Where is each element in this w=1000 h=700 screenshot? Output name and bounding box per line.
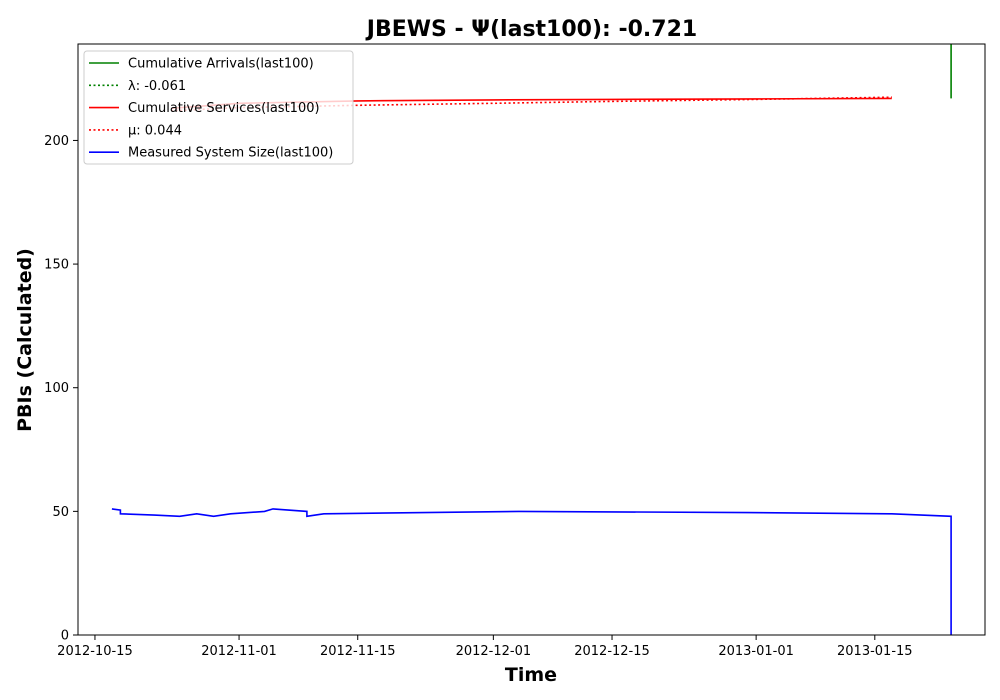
- y-tick-label: 50: [52, 505, 69, 520]
- y-tick-label: 200: [44, 134, 69, 149]
- legend-label-4: μ: 0.044: [128, 123, 182, 138]
- y-tick-label: 150: [44, 258, 69, 273]
- y-tick-label: 0: [61, 629, 69, 644]
- legend-label-2: λ: -0.061: [128, 79, 186, 94]
- legend-box: [83, 50, 354, 165]
- legend-label-3: Cumulative Services(last100): [128, 101, 320, 116]
- y-axis-label: PBIs (Calculated): [14, 248, 36, 432]
- x-axis-label: Time: [505, 664, 557, 686]
- x-tick-label: 2012-10-15: [57, 644, 133, 659]
- chart-title: JBEWS - Ψ(last100): -0.721: [365, 17, 697, 42]
- x-tick-label: 2012-12-01: [456, 644, 532, 659]
- x-tick-label: 2012-11-01: [201, 644, 277, 659]
- y-axis-ticks: 0 50 100 150 200: [44, 134, 78, 644]
- x-axis-ticks: 2012-10-15 2012-11-01 2012-11-15 2012-12-01…: [57, 635, 913, 659]
- x-tick-label: 2012-11-15: [320, 644, 396, 659]
- x-tick-label: 2012-12-15: [574, 644, 650, 659]
- y-tick-label: 100: [44, 381, 69, 396]
- plot-frame: [77, 43, 986, 636]
- series-line-5: [111, 508, 952, 635]
- x-tick-label: 2013-01-15: [837, 644, 913, 659]
- legend: Cumulative Arrivals(last100) λ: -0.061 Cum…: [83, 50, 354, 165]
- legend-label-5: Measured System Size(last100): [128, 146, 333, 161]
- x-tick-label: 2013-01-01: [718, 644, 794, 659]
- legend-label-1: Cumulative Arrivals(last100): [128, 57, 314, 72]
